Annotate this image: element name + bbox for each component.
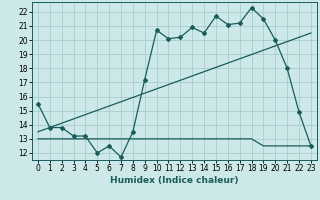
X-axis label: Humidex (Indice chaleur): Humidex (Indice chaleur)	[110, 176, 239, 185]
